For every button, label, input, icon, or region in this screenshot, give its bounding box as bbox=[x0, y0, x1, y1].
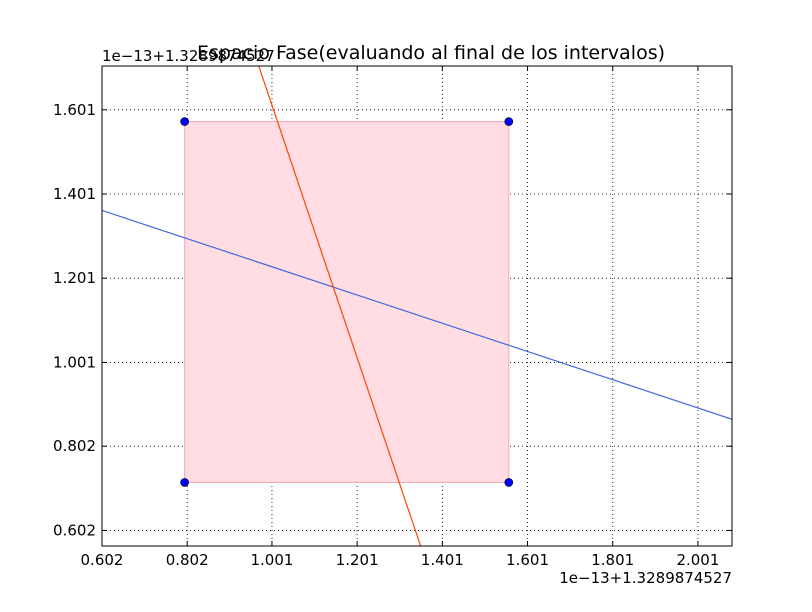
corner-point bbox=[504, 117, 514, 126]
x-tick-label: 1.001 bbox=[250, 551, 293, 569]
chart-title: Espacio Fase(evaluando al final de los i… bbox=[197, 42, 665, 64]
y-tick-label: 0.602 bbox=[53, 521, 96, 539]
x-tick-label: 1.801 bbox=[591, 551, 634, 569]
series-line-1 bbox=[102, 209, 732, 420]
x-tick-label: 1.601 bbox=[506, 551, 549, 569]
x-tick-label: 1.201 bbox=[336, 551, 379, 569]
plot-content bbox=[102, 66, 732, 546]
y-tick-label: 0.802 bbox=[53, 437, 96, 455]
y-tick-label: 1.001 bbox=[53, 353, 96, 371]
x-tick-label: 0.802 bbox=[166, 551, 209, 569]
y-axis-offset-label: 1e−13+1.3289874527 bbox=[102, 47, 275, 65]
shaded-region bbox=[184, 121, 510, 483]
x-tick-label: 2.001 bbox=[676, 551, 719, 569]
x-tick-label: 0.602 bbox=[81, 551, 124, 569]
corner-point bbox=[504, 478, 514, 487]
y-tick-label: 1.201 bbox=[53, 269, 96, 287]
y-tick-label: 1.401 bbox=[53, 185, 96, 203]
axes-frame bbox=[101, 65, 733, 547]
y-tick-label: 1.601 bbox=[53, 101, 96, 119]
corner-point bbox=[180, 478, 189, 487]
corner-point bbox=[180, 117, 189, 126]
x-tick-label: 1.401 bbox=[421, 551, 464, 569]
series-line-2 bbox=[258, 66, 422, 546]
x-axis-offset-label: 1e−13+1.3289874527 bbox=[559, 569, 732, 587]
plot-area bbox=[102, 66, 732, 546]
ticks: 0.602 0.802 1.001 1.201 1.401 1.601 1.801 2.001… bbox=[53, 66, 732, 569]
